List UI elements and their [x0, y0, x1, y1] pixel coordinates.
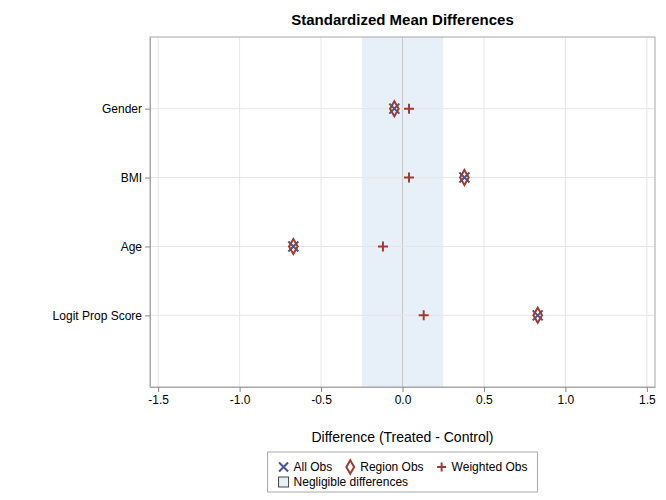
grid	[150, 37, 655, 387]
point	[419, 310, 429, 320]
title: Standardized Mean Differences	[291, 11, 514, 28]
negligible-band	[362, 37, 443, 387]
grid-line-x	[402, 37, 403, 387]
x-axis: -1.5 -1.0 -0.5 0.0 0.5 1.0 1.5	[148, 387, 656, 407]
x-tick-label: -1.5	[148, 393, 169, 407]
series	[288, 104, 542, 321]
legend-symbol	[279, 463, 288, 472]
band-layer	[362, 37, 443, 387]
x-tick-label: 0.5	[476, 393, 493, 407]
points	[288, 101, 542, 323]
legend-label: All Obs	[294, 460, 333, 474]
y-tick-label: Age	[121, 240, 143, 254]
x-tick: 0.0	[395, 387, 412, 407]
grid-line-x	[483, 37, 484, 387]
x-tick-label: 1.0	[558, 393, 575, 407]
x-tick-mark	[403, 387, 404, 392]
y-tick-label: Logit Prop Score	[53, 309, 143, 323]
x-tick-label: 1.5	[639, 393, 656, 407]
y-axis: Gender BMI Age Logit Prop Score	[53, 38, 151, 388]
series	[378, 104, 429, 321]
x-tick-label: 0.0	[395, 393, 412, 407]
y-tick-label: Gender	[102, 102, 142, 116]
grid-line-x	[158, 37, 159, 387]
y-tick-mark	[145, 315, 150, 316]
legend-symbol	[346, 460, 354, 474]
legend-label: Weighted Obs	[452, 460, 528, 474]
x-tick-mark	[321, 387, 322, 392]
point	[289, 239, 298, 254]
chart: Standardized Mean Differences -1.5 -1.0 -0.…	[0, 0, 666, 500]
x-tick-label: -1.0	[230, 393, 251, 407]
point	[390, 101, 399, 116]
x-tick-mark	[647, 387, 648, 392]
grid-line-x	[565, 37, 566, 387]
x-tick: -1.5	[148, 387, 169, 407]
grid-line-x	[239, 37, 240, 387]
x-tick: 1.0	[558, 387, 575, 407]
y-tick-mark	[145, 178, 150, 179]
x-tick-mark	[484, 387, 485, 392]
grid-line-y	[150, 315, 655, 316]
y-tick: Logit Prop Score	[53, 309, 150, 323]
legend-label: Negligible differences	[294, 475, 409, 489]
y-tick-mark	[145, 246, 150, 247]
y-axis-line	[150, 38, 151, 388]
x-tick-mark	[158, 387, 159, 392]
grid-line-y	[150, 246, 655, 247]
plot-frame	[150, 37, 655, 387]
point	[404, 173, 414, 183]
legend: All Obs Region Obs Weighted Obs Negligible …	[268, 452, 538, 492]
legend-label: Region Obs	[360, 460, 423, 474]
grid-line-y	[150, 177, 655, 178]
grid-line-x	[321, 37, 322, 387]
y-tick: Age	[121, 240, 150, 254]
point	[378, 241, 388, 251]
x-tick-mark	[240, 387, 241, 392]
legend-symbol	[279, 477, 289, 487]
x-tick-label: -0.5	[311, 393, 332, 407]
y-tick-mark	[145, 109, 150, 110]
x-tick-mark	[565, 387, 566, 392]
y-tick-label: BMI	[121, 171, 142, 185]
series	[289, 101, 542, 323]
x-axis-title: Difference (Treated - Control)	[311, 429, 493, 445]
grid-line-x	[646, 37, 647, 387]
legend-box	[268, 452, 538, 492]
y-tick: Gender	[102, 102, 150, 116]
point	[404, 104, 414, 114]
legend-symbol	[437, 463, 446, 472]
x-tick: -1.0	[230, 387, 251, 407]
point	[460, 170, 469, 185]
point	[533, 308, 542, 323]
x-tick: 0.5	[476, 387, 493, 407]
y-tick: BMI	[121, 171, 150, 185]
x-tick: -0.5	[311, 387, 332, 407]
x-tick: 1.5	[639, 387, 656, 407]
grid-line-y	[150, 108, 655, 109]
